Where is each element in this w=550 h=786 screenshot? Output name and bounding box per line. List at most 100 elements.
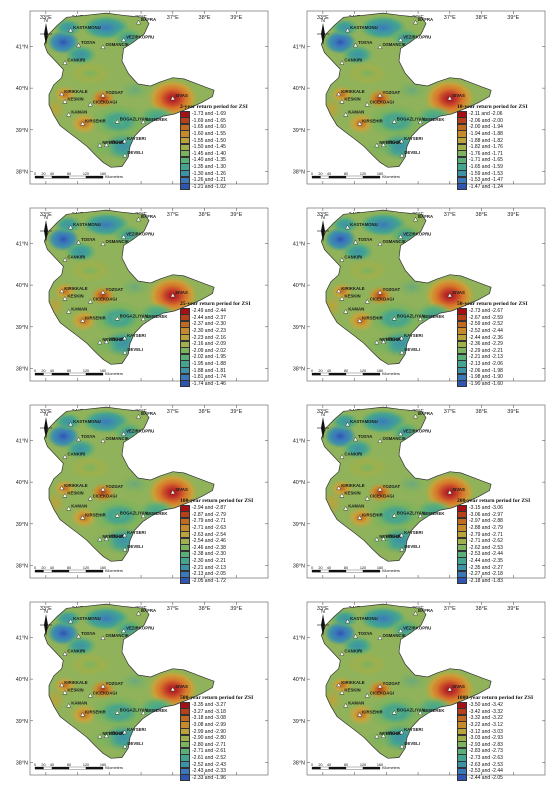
basin-boundary	[43, 603, 215, 759]
legend-row: -1.26 and -1.21	[180, 176, 266, 184]
legend-range-label: -2.21 and -2.13	[469, 354, 503, 361]
svg-text:0: 0	[34, 172, 36, 176]
station-label: TOSYA	[358, 40, 372, 45]
station-label: KAMAN	[71, 306, 87, 311]
station-marker-icon	[68, 27, 74, 33]
svg-text:20: 20	[318, 763, 322, 767]
legend-range-label: -3.06 and -2.97	[469, 511, 503, 518]
legend-row: -2.87 and -2.79	[180, 511, 266, 519]
svg-text:N: N	[321, 412, 325, 418]
svg-text:120: 120	[360, 763, 366, 767]
station-marker-icon	[417, 513, 423, 518]
latitude-label: 39°N	[293, 522, 305, 528]
legend-range-label: -1.47 and -1.24	[469, 183, 503, 190]
station-marker-icon	[447, 292, 453, 298]
station-label: URGUP	[109, 534, 125, 539]
latitude-label: 38°N	[293, 760, 305, 766]
station-marker-icon	[364, 692, 370, 698]
station-label: KAYSERI	[404, 727, 423, 732]
legend-title: 200-year return period for ZSI	[457, 498, 531, 504]
station-marker-icon	[122, 349, 128, 355]
legend-row: -1.71 and -1.65	[457, 156, 543, 165]
station-label: VEZIRKOPRU	[126, 232, 154, 237]
legend-row: -2.71 and -2.63	[180, 524, 266, 532]
legend-row: -2.00 and -1.94	[457, 123, 543, 132]
legend-range-label: -1.59 and -1.53	[469, 170, 503, 177]
station-label: NEVSEHIR	[102, 534, 125, 539]
legend-row: -1.76 and -1.71	[457, 150, 543, 158]
legend-swatch	[180, 380, 190, 388]
svg-text:80: 80	[67, 763, 71, 767]
legend-row: -3.18 and -3.08	[180, 714, 266, 723]
station-marker-icon	[417, 316, 423, 321]
legend-range-label: -2.71 and -2.61	[192, 748, 226, 755]
station-label: KASTAMONU	[350, 616, 378, 621]
station-label: KASTAMONU	[350, 25, 378, 30]
station-marker-icon	[413, 413, 418, 419]
legend-range-label: -1.74 and -1.46	[192, 380, 226, 387]
station-label: BOGAZLIYAN	[120, 313, 148, 318]
station-label: BAFRA	[141, 214, 156, 219]
legend-title: 500-year return period for ZSI	[180, 695, 254, 701]
longitude-label: 37°E	[167, 212, 179, 218]
station-label: TOSYA	[358, 631, 372, 636]
legend-range-label: -1.45 and -1.40	[192, 150, 226, 157]
legend-range-label: -2.94 and -2.87	[192, 505, 226, 512]
legend-range-label: -1.98 and -1.90	[469, 374, 503, 381]
legend-range-label: -2.67 and -2.59	[469, 314, 503, 321]
legend-row: -2.23 and -2.16	[180, 334, 266, 342]
station-marker-icon	[345, 618, 351, 624]
legend-row: -1.73 and -1.69	[180, 110, 266, 118]
legend-range-label: -1.30 and -1.26	[192, 170, 226, 177]
station-marker-icon	[104, 536, 109, 541]
station-label: CANKIRI	[344, 452, 362, 457]
station-marker-icon	[122, 335, 128, 341]
station-label: DEVELI	[404, 544, 420, 549]
legend-range-label: -2.88 and -2.79	[469, 525, 503, 532]
basin-map: 33°E34°E35°E36°E37°E38°E39°E41°N40°N39°N…	[293, 10, 546, 185]
map-panel: 33°E34°E35°E36°E37°E38°E39°E41°N40°N39°N…	[4, 595, 270, 785]
station-label: CANKIRI	[67, 255, 85, 260]
station-label: URGUP	[109, 337, 125, 342]
legend-row: -1.21 and -1.02	[180, 183, 266, 191]
station-marker-icon	[121, 431, 127, 436]
station-marker-icon	[336, 682, 342, 687]
svg-text:40: 40	[327, 172, 331, 176]
longitude-label: 37°E	[167, 409, 179, 415]
svg-text:20: 20	[318, 566, 322, 570]
station-marker-icon	[399, 532, 405, 538]
longitude-label: 37°E	[167, 15, 179, 21]
legend-range-label: -2.38 and -2.30	[192, 551, 226, 558]
legend-range-label: -2.35 and -2.27	[469, 564, 503, 571]
station-marker-icon	[62, 257, 68, 262]
legend-row: -2.30 and -2.23	[180, 327, 266, 335]
station-marker-icon	[447, 489, 453, 495]
station-label: KAYSERI	[404, 333, 423, 338]
legend-row: -2.09 and -2.02	[180, 347, 266, 355]
latitude-label: 41°N	[16, 44, 28, 50]
legend-range-label: -2.09 and -2.02	[192, 347, 226, 354]
station-label: GEMEREK	[146, 708, 169, 713]
station-marker-icon	[59, 485, 65, 490]
longitude-label: 39°E	[507, 212, 519, 218]
legend-range-label: -2.79 and -2.71	[469, 531, 503, 538]
station-marker-icon	[59, 682, 65, 687]
legend-range-label: -2.18 and -1.83	[469, 577, 503, 584]
station-label: BAFRA	[418, 214, 433, 219]
legend-range-label: -2.13 and -2.05	[192, 571, 226, 578]
station-marker-icon	[353, 633, 358, 639]
legend-row: -2.73 and -2.67	[457, 307, 543, 315]
station-marker-icon	[339, 257, 345, 262]
legend-row: -2.21 and -2.13	[180, 564, 266, 572]
svg-text:Kilometers: Kilometers	[382, 766, 400, 770]
station-label: KASTAMONU	[350, 419, 378, 424]
svg-text:160: 160	[100, 763, 106, 767]
svg-text:0: 0	[311, 566, 313, 570]
legend-range-label: -2.43 and -2.33	[192, 768, 226, 775]
legend-range-label: -2.54 and -2.46	[192, 538, 226, 545]
station-marker-icon	[381, 339, 386, 344]
svg-text:80: 80	[344, 566, 348, 570]
station-marker-icon	[62, 296, 68, 301]
